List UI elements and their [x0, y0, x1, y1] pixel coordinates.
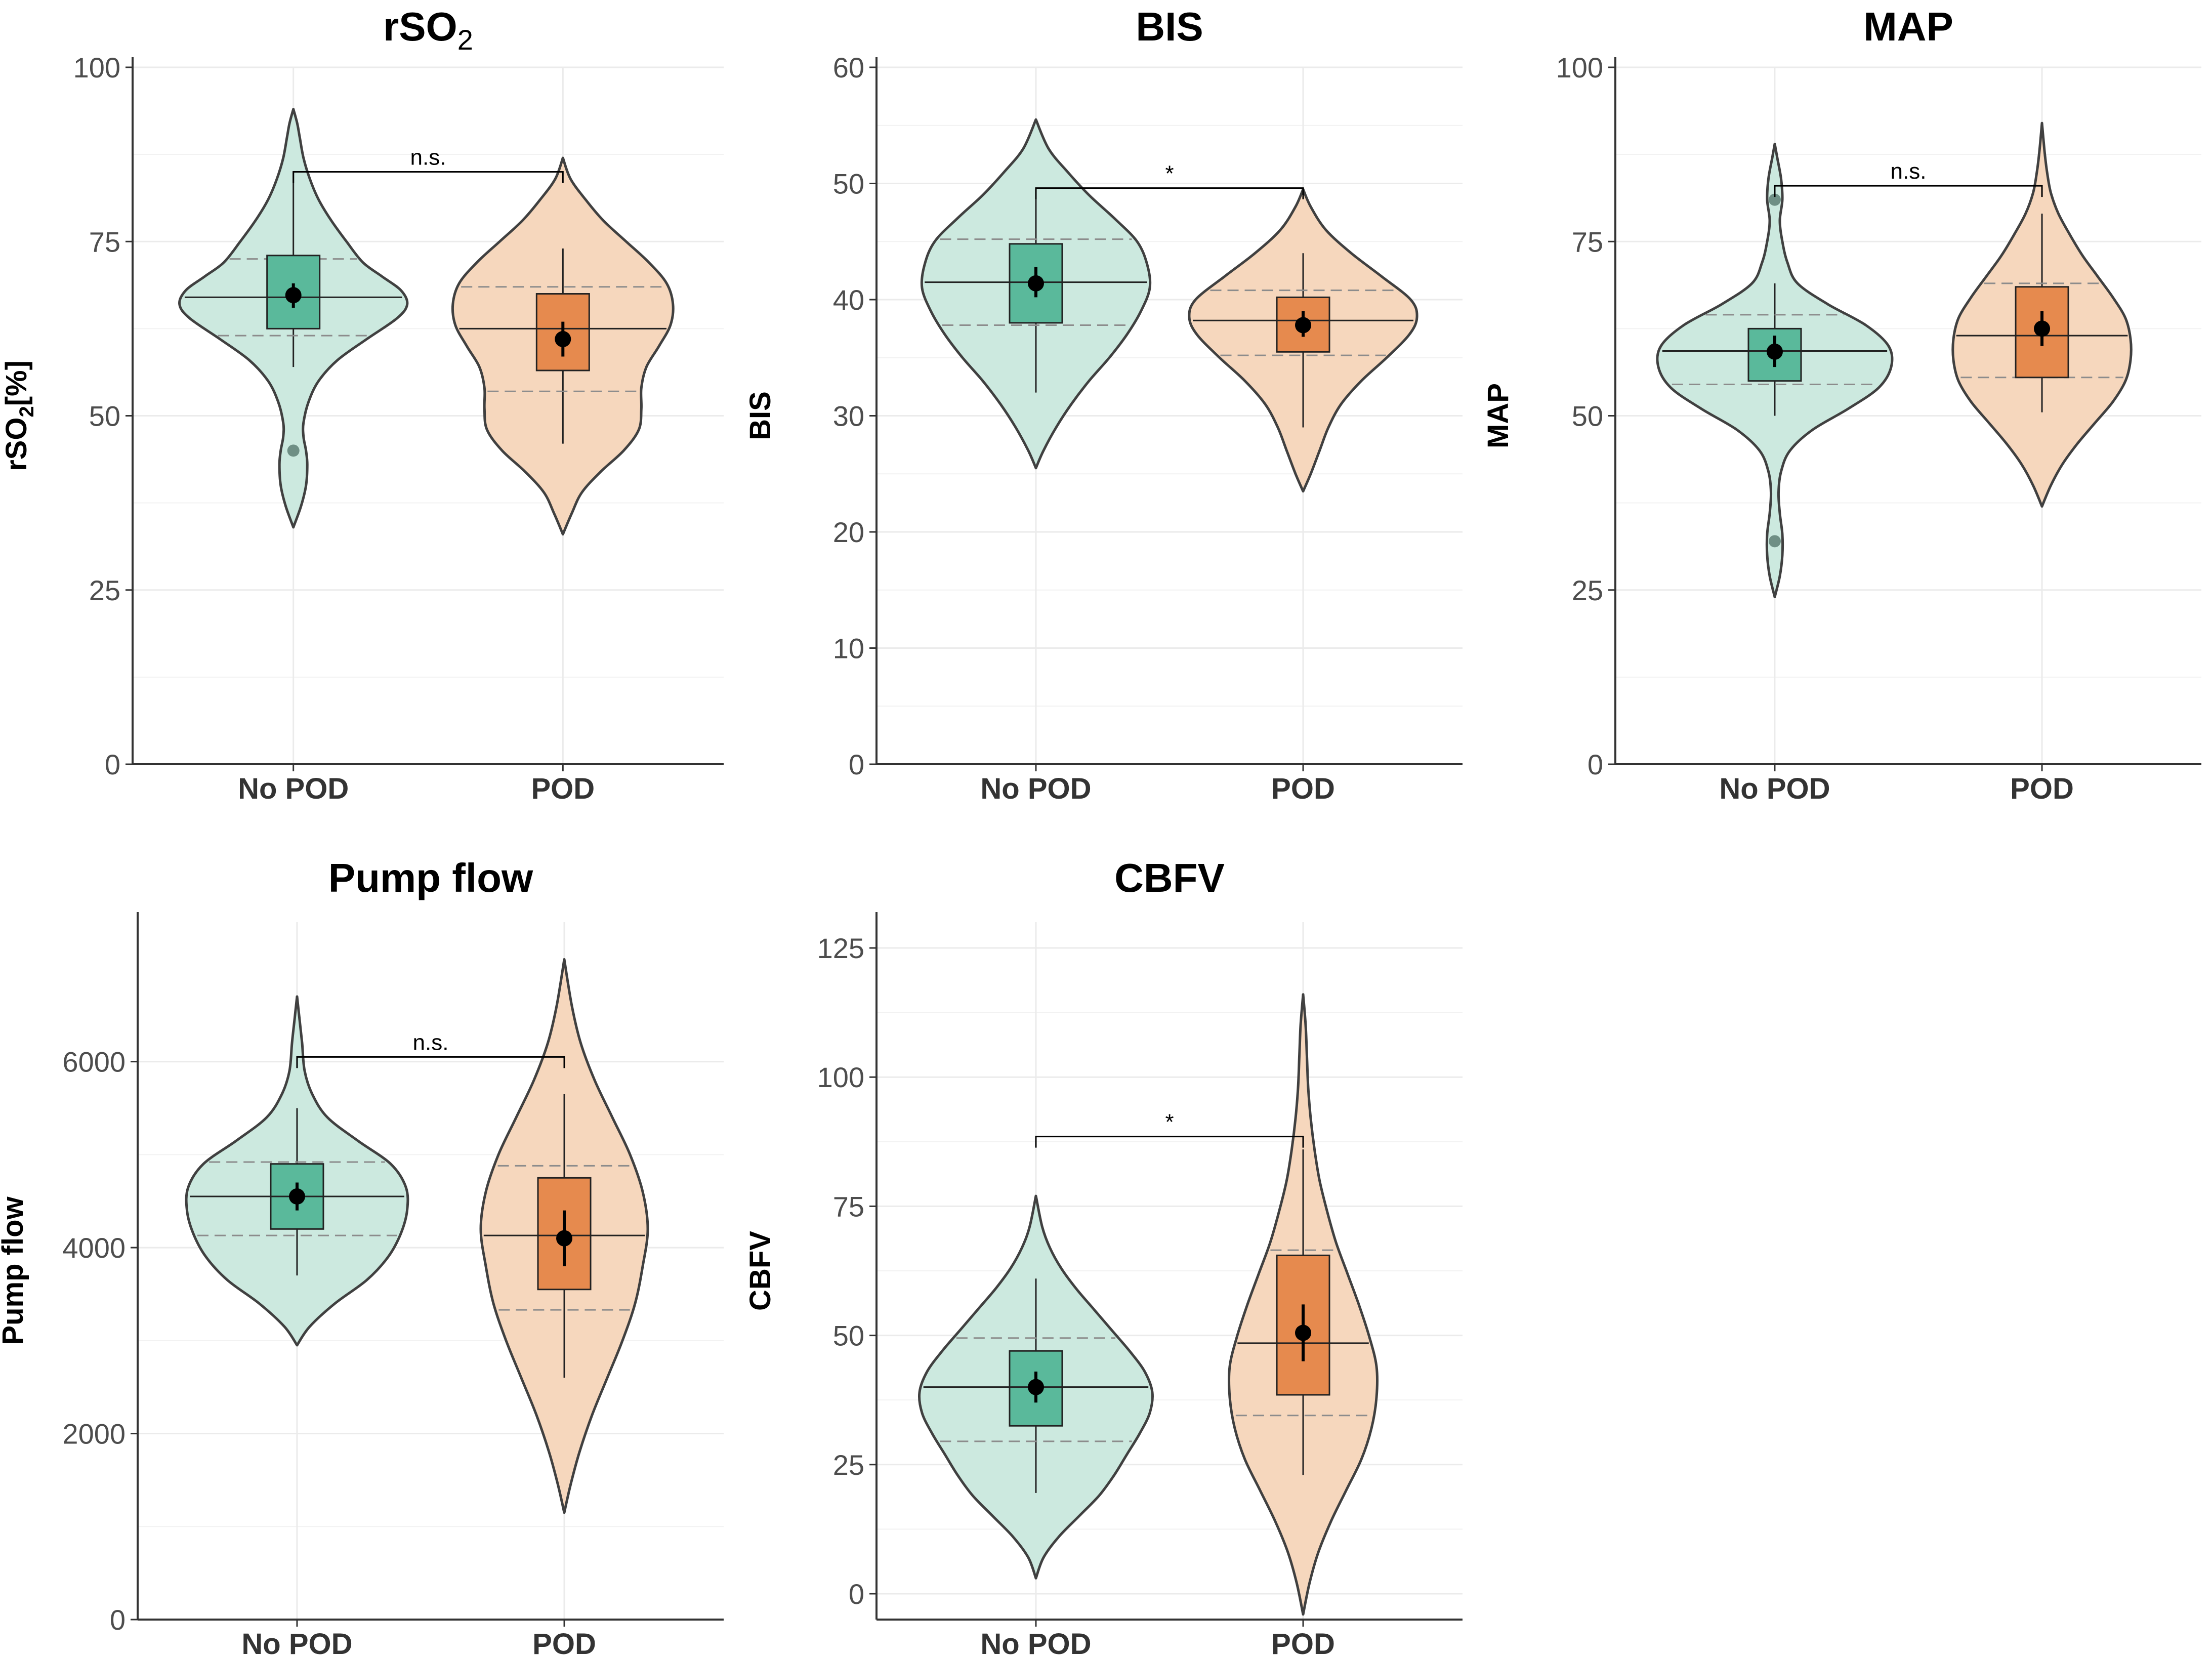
significance-label: n.s. — [413, 1030, 449, 1055]
panel-title: Pump flow — [328, 855, 533, 900]
y-tick-label: 25 — [1572, 574, 1603, 606]
y-axis-label: Pump flow — [0, 1196, 29, 1345]
mean-point — [288, 1188, 305, 1205]
x-tick-label: POD — [531, 772, 595, 805]
x-tick-label: POD — [532, 1628, 596, 1656]
violin-pod — [1951, 121, 2133, 508]
x-tick-label: POD — [2010, 772, 2074, 805]
y-tick-label: 2000 — [62, 1418, 126, 1450]
y-tick-label: 0 — [849, 1578, 864, 1610]
x-tick-label: No POD — [980, 1628, 1091, 1656]
panel-title: MAP — [1863, 4, 1953, 49]
significance-bracket — [293, 171, 564, 183]
x-tick-label: POD — [1271, 772, 1335, 805]
significance-label: n.s. — [1891, 159, 1927, 184]
violin-no-pod — [920, 118, 1152, 470]
panel-bis: 0 10 20 30 40 50 60 * No POD POD BIS BIS — [744, 4, 1463, 805]
outlier-point — [1768, 193, 1781, 206]
panel-map: 0 25 50 75 100 n.s. No POD POD MAP MAP — [1482, 4, 2201, 805]
y-tick-label: 50 — [89, 400, 120, 432]
significance-label: * — [1165, 161, 1174, 186]
violin-no-pod — [1656, 142, 1894, 599]
panel-title: rSO2 — [383, 4, 473, 56]
y-axis-label: CBFV — [744, 1231, 777, 1311]
y-axis-label: BIS — [744, 391, 777, 440]
mean-point — [285, 287, 302, 304]
y-tick-label: 75 — [89, 226, 120, 258]
y-tick-label: 50 — [1572, 400, 1603, 432]
x-tick-label: No POD — [241, 1628, 352, 1656]
violin-pod — [451, 156, 675, 536]
mean-point — [2034, 320, 2051, 337]
panel-cbfv: 0 25 50 75 100 125 * No POD POD CBFV CBFV — [744, 855, 1463, 1656]
y-tick-label: 75 — [833, 1190, 864, 1222]
y-tick-label: 25 — [89, 574, 120, 606]
violin-pod — [479, 958, 649, 1514]
y-tick-label: 0 — [1588, 749, 1603, 780]
significance-label: * — [1165, 1110, 1174, 1135]
violin-no-pod — [185, 995, 409, 1347]
violin-pod — [1227, 993, 1379, 1616]
significance-bracket — [296, 1056, 565, 1068]
y-tick-label: 0 — [110, 1604, 126, 1636]
y-tick-label: 40 — [833, 284, 864, 316]
y-axis-label: rSO2[%] — [0, 360, 38, 471]
y-axis-label: MAP — [1482, 383, 1515, 448]
mean-point — [1295, 1324, 1312, 1341]
y-tick-label: 50 — [833, 1320, 864, 1352]
x-tick-label: No POD — [980, 772, 1091, 805]
y-tick-label: 125 — [817, 932, 864, 964]
mean-point — [556, 1230, 573, 1247]
y-tick-label: 25 — [833, 1449, 864, 1481]
mean-point — [1295, 317, 1312, 334]
mean-point — [1766, 343, 1783, 360]
iqr-box — [1009, 243, 1063, 324]
panel-rso2: 0 25 50 75 100 n.s. No POD POD rSO2 rSO2[%] — [0, 4, 724, 805]
panel-pump: 0 2000 4000 6000 n.s. No POD POD Pump flow Pump … — [0, 855, 724, 1656]
violin-no-pod — [917, 1194, 1154, 1580]
y-tick-label: 4000 — [62, 1232, 126, 1264]
y-tick-label: 75 — [1572, 226, 1603, 258]
x-tick-label: POD — [1271, 1628, 1335, 1656]
iqr-box — [1276, 296, 1330, 353]
y-tick-label: 6000 — [62, 1046, 126, 1078]
y-tick-label: 60 — [833, 52, 864, 84]
y-tick-label: 30 — [833, 400, 864, 432]
y-tick-label: 0 — [105, 749, 120, 780]
outlier-point — [1768, 535, 1781, 548]
significance-bracket — [1035, 187, 1304, 199]
panel-title: CBFV — [1114, 855, 1225, 900]
y-tick-label: 100 — [1556, 52, 1603, 84]
mean-point — [1027, 275, 1044, 292]
y-tick-label: 50 — [833, 168, 864, 200]
y-tick-label: 100 — [73, 52, 120, 84]
x-tick-label: No POD — [238, 772, 349, 805]
x-tick-label: No POD — [1719, 772, 1830, 805]
y-tick-label: 0 — [849, 749, 864, 780]
panel-title: BIS — [1136, 4, 1203, 49]
violin-no-pod — [178, 108, 409, 529]
significance-bracket — [1774, 185, 2043, 197]
significance-bracket — [1035, 1136, 1304, 1148]
y-tick-label: 20 — [833, 516, 864, 548]
outlier-point — [287, 444, 300, 457]
y-tick-label: 100 — [817, 1061, 864, 1093]
y-tick-label: 10 — [833, 633, 864, 665]
iqr-box — [266, 255, 321, 329]
mean-point — [1027, 1379, 1044, 1395]
mean-point — [555, 331, 571, 348]
significance-label: n.s. — [410, 145, 446, 170]
